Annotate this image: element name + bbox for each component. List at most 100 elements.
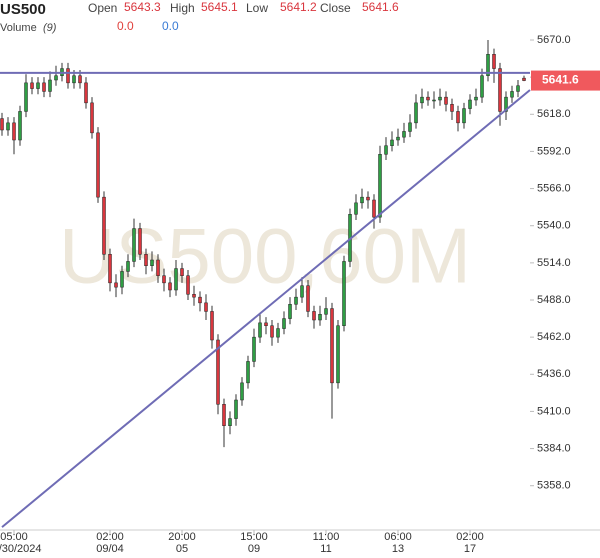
candle-body bbox=[144, 254, 148, 266]
volume-value: 0.0 bbox=[117, 19, 134, 33]
y-tick-label: 5514.0 bbox=[537, 257, 571, 269]
candle-body bbox=[108, 254, 112, 284]
volume-label: Volume bbox=[0, 22, 37, 34]
candle-body bbox=[192, 294, 196, 298]
candle-body bbox=[162, 275, 166, 284]
candle-body bbox=[354, 202, 358, 215]
candle-body bbox=[180, 268, 184, 276]
legend-label: Open bbox=[88, 1, 117, 15]
candle-body bbox=[126, 261, 130, 272]
candle-body bbox=[360, 196, 364, 204]
candle-body bbox=[462, 108, 466, 124]
x-tick-sublabel: 17 bbox=[464, 543, 476, 555]
candle-body bbox=[516, 85, 520, 92]
legend-value: 5645.1 bbox=[201, 0, 238, 14]
y-tick-label: 5670.0 bbox=[537, 34, 571, 46]
x-tick-label: 06:00 bbox=[384, 531, 412, 543]
chart-title: US500 bbox=[0, 1, 46, 18]
candle-body bbox=[210, 311, 214, 341]
y-tick-label: 5462.0 bbox=[537, 331, 571, 343]
candle-body bbox=[498, 68, 502, 112]
candle-body bbox=[6, 122, 10, 131]
candle-body bbox=[444, 96, 448, 105]
candle-body bbox=[456, 111, 460, 124]
candle-body bbox=[480, 75, 484, 98]
legend-label: High bbox=[170, 1, 195, 15]
y-tick-label: 5384.0 bbox=[537, 442, 571, 454]
y-tick-label: 5488.0 bbox=[537, 294, 571, 306]
candle-body bbox=[198, 296, 202, 304]
candle-body bbox=[396, 136, 400, 141]
candle-body bbox=[36, 82, 40, 89]
legend-value: 5641.6 bbox=[362, 0, 399, 14]
candle-body bbox=[504, 96, 508, 112]
candle-body bbox=[204, 302, 208, 312]
candle-body bbox=[372, 199, 376, 218]
candle-body bbox=[420, 96, 424, 104]
volume-period: (9) bbox=[43, 22, 57, 34]
candle-body bbox=[234, 399, 238, 419]
candle-body bbox=[150, 259, 154, 266]
candle-body bbox=[90, 102, 94, 134]
candle-body bbox=[252, 336, 256, 362]
candle-body bbox=[102, 196, 106, 255]
candle-body bbox=[468, 99, 472, 109]
candle-body bbox=[156, 259, 160, 276]
candle-body bbox=[324, 308, 328, 315]
candle-body bbox=[132, 228, 136, 262]
candle-body bbox=[12, 122, 16, 141]
candle-body bbox=[270, 325, 274, 338]
x-tick-label: 20:00 bbox=[168, 531, 196, 543]
y-tick-label: 5540.0 bbox=[537, 220, 571, 232]
candle-body bbox=[0, 118, 4, 131]
candle-body bbox=[264, 322, 268, 326]
price-label-box bbox=[531, 70, 600, 91]
candle-body bbox=[288, 304, 292, 319]
candle-body bbox=[72, 75, 76, 84]
candle-body bbox=[450, 104, 454, 112]
candle-body bbox=[408, 122, 412, 132]
candle-body bbox=[318, 314, 322, 321]
candle-body bbox=[216, 339, 220, 405]
legend-label: Close bbox=[320, 1, 351, 15]
x-tick-sublabel: 13 bbox=[392, 543, 404, 555]
candle-body bbox=[168, 282, 172, 291]
candle-body bbox=[378, 154, 382, 218]
y-tick-label: 5410.0 bbox=[537, 405, 571, 417]
candle-body bbox=[18, 111, 22, 141]
candle-body bbox=[78, 75, 82, 84]
candle-body bbox=[138, 228, 142, 255]
candle-body bbox=[42, 82, 46, 92]
candle-body bbox=[426, 96, 430, 101]
candle-body bbox=[306, 285, 310, 312]
candle-body bbox=[24, 82, 28, 112]
candle-body bbox=[276, 328, 280, 338]
y-tick-label: 5436.0 bbox=[537, 368, 571, 380]
x-tick-label: 15:00 bbox=[240, 531, 268, 543]
candle-body bbox=[48, 79, 52, 92]
candle-body bbox=[246, 361, 250, 384]
y-tick-label: 5358.0 bbox=[537, 480, 571, 492]
candle-body bbox=[522, 77, 526, 81]
candle-body bbox=[312, 311, 316, 321]
y-tick-label: 5592.0 bbox=[537, 145, 571, 157]
candle-body bbox=[438, 96, 442, 101]
candle-body bbox=[96, 132, 100, 198]
candle-body bbox=[366, 196, 370, 201]
x-tick-label: 11:00 bbox=[313, 531, 340, 543]
candle-body bbox=[432, 99, 436, 102]
candle-body bbox=[414, 102, 418, 124]
candle-body bbox=[240, 382, 244, 401]
x-tick-sublabel: 09 bbox=[248, 543, 260, 555]
candle-body bbox=[54, 75, 58, 81]
x-tick-sublabel: 11 bbox=[320, 543, 331, 555]
x-tick-sublabel: 05 bbox=[176, 543, 188, 555]
candle-body bbox=[342, 261, 346, 326]
candle-body bbox=[282, 318, 286, 329]
candle-body bbox=[294, 296, 298, 305]
candle-body bbox=[30, 82, 34, 89]
volume-value: 0.0 bbox=[162, 19, 179, 33]
legend-label: Low bbox=[246, 1, 268, 15]
candle-body bbox=[492, 54, 496, 69]
candle-body bbox=[336, 325, 340, 384]
